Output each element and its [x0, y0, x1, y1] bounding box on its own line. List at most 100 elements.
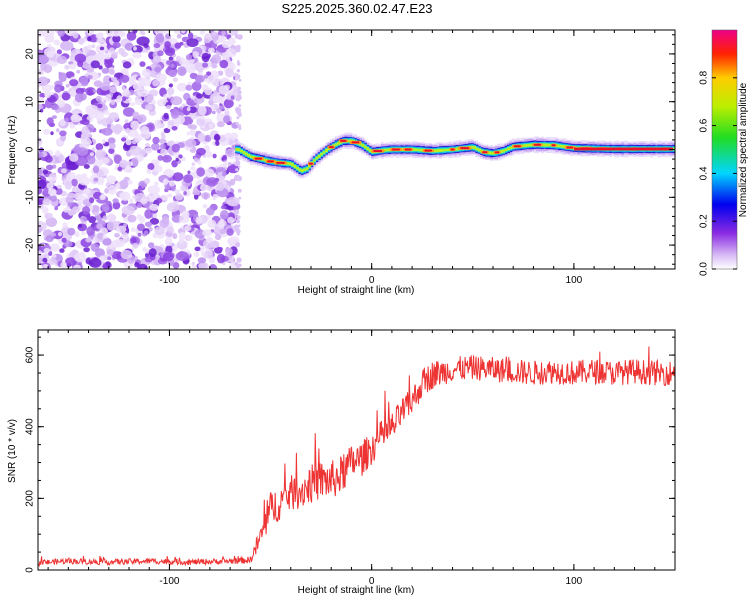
- noise-speckle: [236, 215, 241, 220]
- noise-speckle: [65, 257, 77, 266]
- noise-speckle: [107, 137, 116, 144]
- noise-speckle: [86, 66, 95, 73]
- noise-speckle: [132, 242, 139, 249]
- spectrogram-x-tick-label: 100: [566, 275, 583, 286]
- noise-speckle: [164, 41, 171, 49]
- noise-speckle: [197, 105, 207, 116]
- noise-speckle: [143, 43, 149, 48]
- noise-speckle: [47, 43, 52, 48]
- noise-speckle: [154, 119, 162, 129]
- noise-speckle: [225, 99, 234, 108]
- signal-band-segment: [502, 149, 506, 153]
- noise-speckle: [109, 142, 116, 150]
- noise-speckle: [144, 221, 153, 227]
- noise-speckle: [207, 219, 217, 229]
- noise-speckle: [233, 209, 240, 215]
- noise-speckle: [206, 185, 214, 192]
- noise-speckle: [136, 88, 149, 97]
- noise-speckle: [198, 71, 203, 76]
- colorbar-ticks: 0.0 0.2 0.4 0.6 0.8: [699, 70, 737, 276]
- colorbar-frame: [711, 29, 738, 270]
- noise-speckle: [88, 257, 102, 268]
- noise-speckle: [185, 54, 193, 61]
- noise-speckle: [147, 185, 160, 195]
- noise-speckle: [99, 194, 106, 201]
- signal-band-segment: [560, 145, 564, 148]
- noise-speckle: [149, 218, 160, 225]
- noise-speckle: [140, 182, 146, 189]
- noise-speckle: [136, 223, 145, 232]
- noise-speckle: [132, 111, 140, 120]
- noise-speckle: [82, 206, 91, 215]
- signal-band-segment: [477, 148, 481, 152]
- noise-speckle: [216, 112, 226, 123]
- noise-speckle: [61, 237, 67, 243]
- snr-x-axis: -100 0 100: [47, 330, 676, 587]
- noise-speckle: [71, 178, 78, 187]
- noise-speckle: [108, 47, 115, 54]
- signal-band-segment: [317, 154, 321, 158]
- noise-speckle: [39, 108, 44, 113]
- signal-hot-core: [328, 146, 334, 149]
- signal-band-segment: [475, 147, 479, 151]
- noise-speckle: [122, 143, 131, 152]
- spectrogram-x-axis: -100 0 100: [47, 30, 676, 286]
- noise-speckle: [224, 132, 233, 139]
- noise-speckle: [196, 93, 203, 99]
- signal-band-segment: [441, 148, 445, 152]
- noise-speckle: [216, 182, 225, 192]
- noise-speckle: [38, 96, 45, 103]
- noise-speckle: [191, 261, 195, 266]
- signal-band-segment: [325, 149, 328, 152]
- noise-speckle: [208, 264, 218, 269]
- noise-speckle: [191, 162, 196, 167]
- noise-speckle: [124, 42, 134, 51]
- noise-speckle: [119, 179, 129, 190]
- signal-hot-core: [494, 151, 500, 154]
- noise-speckle: [179, 214, 190, 224]
- noise-speckle: [102, 127, 113, 136]
- noise-speckle: [166, 141, 172, 146]
- noise-speckle: [60, 168, 67, 174]
- signal-band-segment: [526, 143, 530, 147]
- noise-speckle: [172, 172, 184, 182]
- noise-speckle: [125, 127, 131, 134]
- signal-band-segment: [509, 146, 513, 149]
- noise-speckle: [237, 86, 241, 91]
- noise-speckle: [126, 31, 137, 41]
- noise-speckle: [58, 154, 65, 162]
- noise-speckle: [171, 160, 178, 168]
- noise-speckle: [171, 215, 181, 223]
- noise-speckle: [108, 69, 115, 75]
- noise-speckle: [163, 112, 169, 120]
- noise-speckle: [81, 126, 89, 136]
- noise-speckle: [229, 132, 239, 140]
- signal-band-segment: [521, 144, 525, 148]
- noise-speckle: [235, 242, 241, 248]
- noise-speckle: [132, 51, 142, 59]
- snr-frame: [37, 329, 676, 571]
- noise-speckle: [48, 188, 57, 196]
- colorbar-tick-label: 0.2: [699, 214, 710, 228]
- noise-speckle: [188, 106, 197, 114]
- noise-speckle: [53, 39, 60, 46]
- noise-speckle: [162, 252, 174, 262]
- noise-speckle: [234, 138, 239, 143]
- colorbar-tick-label: 0.0: [699, 262, 710, 276]
- noise-speckle: [90, 243, 100, 252]
- noise-speckle: [94, 73, 99, 79]
- noise-speckle: [85, 154, 96, 165]
- noise-speckle: [213, 133, 220, 141]
- noise-speckle: [38, 54, 49, 65]
- signal-band-segment: [545, 143, 549, 147]
- noise-speckle: [152, 136, 160, 145]
- noise-speckle: [154, 66, 162, 73]
- noise-speckle: [41, 84, 53, 93]
- noise-speckle: [93, 177, 99, 182]
- noise-speckle: [69, 123, 76, 129]
- noise-speckle: [203, 250, 213, 259]
- noise-speckle: [225, 148, 235, 157]
- noise-speckle: [89, 197, 95, 204]
- noise-speckle: [140, 126, 150, 135]
